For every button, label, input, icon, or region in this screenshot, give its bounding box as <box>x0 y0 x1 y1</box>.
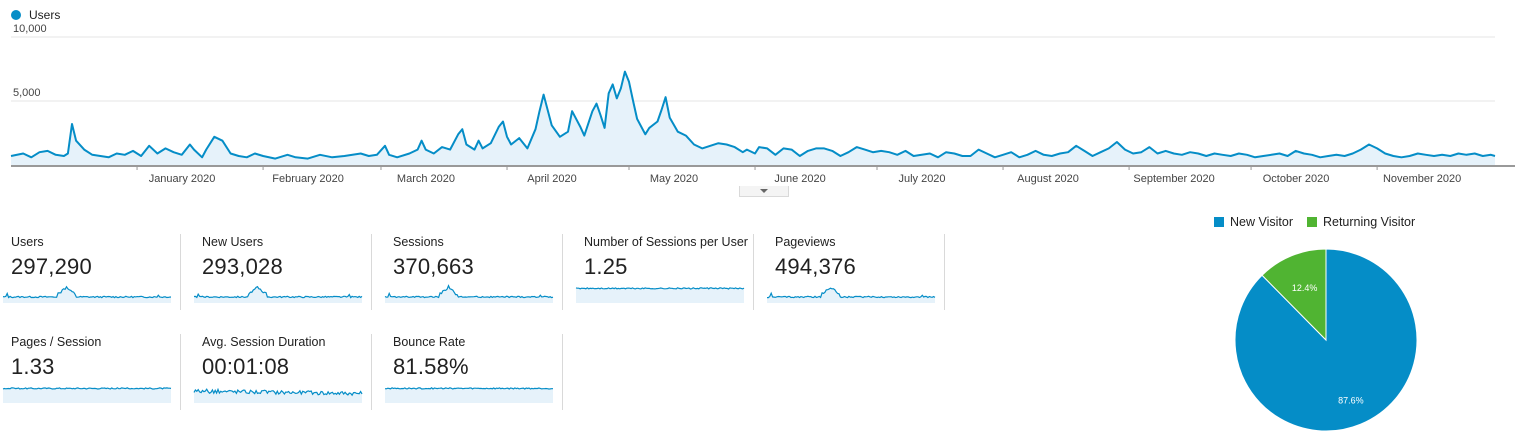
sparkline-area <box>576 287 744 303</box>
metric-sparkline <box>767 287 936 303</box>
metric-sparkline <box>575 287 745 303</box>
metric-label: Bounce Rate <box>393 335 466 349</box>
metric-label: New Users <box>202 235 264 249</box>
x-tick-label: March 2020 <box>397 173 455 185</box>
users-area <box>11 71 1495 165</box>
metric-value: 293,028 <box>202 254 283 279</box>
sparkline-area <box>385 387 553 403</box>
sparkline-line <box>193 387 363 397</box>
metric-value: 00:01:08 <box>202 354 290 379</box>
y-tick-label: 5,000 <box>13 87 41 99</box>
metric-value: 494,376 <box>775 254 856 279</box>
chevron-down-icon <box>760 189 768 193</box>
pie-legend-returning-visitor[interactable]: Returning Visitor <box>1306 215 1416 229</box>
users-legend-dot <box>11 10 21 20</box>
sparkline-line <box>2 387 172 390</box>
new-visitor-swatch <box>1214 217 1224 227</box>
pie-slice-label: 87.6% <box>1338 396 1364 406</box>
metric-label: Avg. Session Duration <box>202 335 326 349</box>
metric-value: 297,290 <box>11 254 92 279</box>
y-tick-label: 10,000 <box>13 23 47 35</box>
metric-value: 1.33 <box>11 354 55 379</box>
x-tick-label: September 2020 <box>1133 173 1214 185</box>
chart-legend[interactable]: Users <box>11 8 60 22</box>
sparkline-area <box>3 286 171 303</box>
x-tick-label: August 2020 <box>1017 173 1079 185</box>
legend-label: Users <box>29 8 61 22</box>
metric-sparkline <box>193 285 363 303</box>
x-tick-label: November 2020 <box>1383 173 1461 185</box>
metric-tile-bounce-rate[interactable]: Bounce Rate 81.58% <box>382 334 563 410</box>
pie-legend-new-visitor[interactable]: New Visitor <box>1214 215 1293 229</box>
x-tick-label: July 2020 <box>898 173 945 185</box>
metric-sparkline <box>193 387 363 403</box>
sparkline-line <box>193 285 363 299</box>
sparkline-line <box>767 287 936 299</box>
x-tick-label: June 2020 <box>774 173 825 185</box>
metric-value: 1.25 <box>584 254 628 279</box>
metric-label: Pageviews <box>775 235 836 249</box>
sparkline-area <box>194 286 362 303</box>
metric-sparkline <box>384 387 553 403</box>
sparkline-area <box>3 387 171 403</box>
metric-value: 370,663 <box>393 254 474 279</box>
metric-tile-pageviews[interactable]: Pageviews 494,376 <box>764 234 945 310</box>
metric-tile-sessions[interactable]: Sessions 370,663 <box>382 234 563 310</box>
pie-slice-returning-visitor[interactable] <box>1261 248 1327 342</box>
pie-legend-label: Returning Visitor <box>1322 215 1416 229</box>
x-tick-label: October 2020 <box>1263 173 1330 185</box>
metric-label: Number of Sessions per User <box>584 235 748 249</box>
sparkline-line <box>384 284 554 299</box>
metric-label: Sessions <box>393 235 444 249</box>
sparkline-area <box>194 389 362 403</box>
x-tick-label: May 2020 <box>650 173 698 185</box>
metric-sparkline <box>2 387 172 403</box>
metric-value: 81.58% <box>393 354 469 379</box>
metric-tile-sessions-per-user[interactable]: Number of Sessions per User 1.25 <box>573 234 754 310</box>
pie-legend-label: New Visitor <box>1230 215 1293 229</box>
sparkline-area <box>385 285 553 303</box>
metric-tile-new-users[interactable]: New Users 293,028 <box>191 234 372 310</box>
metric-label: Users <box>11 235 44 249</box>
x-tick-label: April 2020 <box>527 173 577 185</box>
chart-expand-handle[interactable] <box>739 186 789 197</box>
sparkline-area <box>767 288 935 303</box>
users-line <box>10 70 1496 160</box>
returning-visitor-swatch <box>1306 217 1317 227</box>
visitor-type-pie-chart[interactable]: 87.6% 12.4% <box>1230 245 1426 435</box>
metric-sparkline <box>384 284 554 303</box>
sparkline-line <box>2 285 172 299</box>
pie-legend: New Visitor Returning Visitor <box>1214 215 1415 229</box>
metric-tile-avg-session-duration[interactable]: Avg. Session Duration 00:01:08 <box>191 334 372 410</box>
x-tick-label: February 2020 <box>272 173 344 185</box>
sparkline-line <box>575 287 745 290</box>
users-line-chart[interactable]: 10,000 5,000 January 2020 February 2020 Marc… <box>0 0 1529 200</box>
pie-slice-label: 12.4% <box>1292 283 1318 293</box>
x-tick-label: January 2020 <box>149 173 216 185</box>
metric-tile-users[interactable]: Users 297,290 <box>0 234 181 310</box>
metric-label: Pages / Session <box>11 335 102 349</box>
metric-sparkline <box>2 285 172 303</box>
sparkline-line <box>384 387 553 390</box>
metric-tile-pages-per-session[interactable]: Pages / Session 1.33 <box>0 334 181 410</box>
